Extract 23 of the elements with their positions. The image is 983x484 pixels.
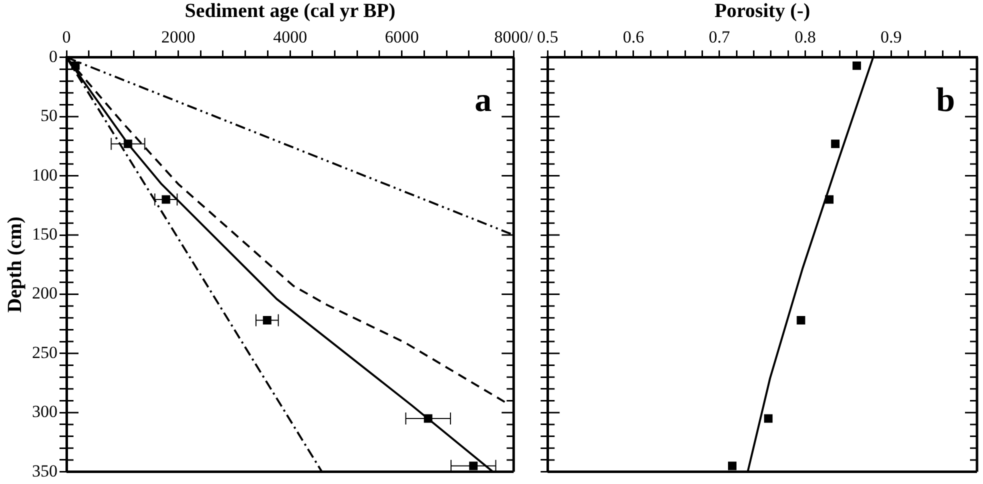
x-tick-label: 0.8	[794, 28, 816, 47]
annotation: b	[936, 82, 955, 120]
y-tick-label: 50	[40, 106, 58, 126]
x-tick-label: 0.9	[880, 28, 902, 47]
y-tick-label: 150	[32, 224, 58, 244]
x-tick-label: 4000	[273, 28, 308, 47]
x-tick-label: 0.7	[708, 28, 730, 47]
y-tick-label: 100	[32, 165, 58, 184]
y-tick-label: 300	[32, 402, 58, 422]
annotation: a	[474, 82, 492, 120]
x-tick-label: 2000	[161, 28, 196, 47]
x-tick-label: 6000	[384, 28, 419, 47]
y-tick-label: 0	[49, 46, 58, 66]
x-axis-title: Sediment age (cal yr BP)	[184, 0, 396, 22]
y-axis-title: Depth (cm)	[4, 216, 26, 313]
y-tick-label: 350	[32, 461, 58, 480]
x-tick-label: 0	[62, 28, 71, 47]
x-axis-title: Porosity (-)	[714, 0, 810, 22]
x-tick-label: 8000/	[494, 28, 534, 47]
x-tick-label: 0.6	[622, 28, 644, 47]
y-tick-label: 250	[32, 342, 58, 362]
x-tick-label: 0.5	[537, 28, 558, 47]
y-tick-label: 200	[32, 284, 58, 303]
